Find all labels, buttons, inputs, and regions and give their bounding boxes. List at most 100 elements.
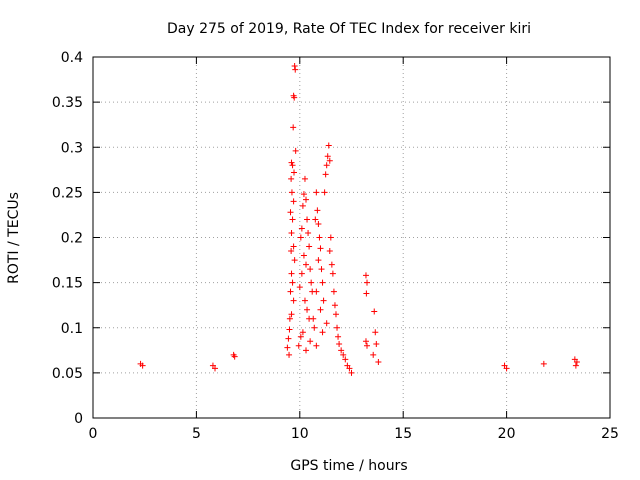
data-point (292, 66, 299, 73)
data-point (295, 342, 302, 349)
axes (92, 56, 611, 419)
y-tick-label: 0.35 (52, 95, 83, 111)
data-point (375, 359, 382, 366)
data-point (332, 311, 339, 318)
data-point (316, 234, 323, 241)
data-point (323, 320, 330, 327)
data-point (305, 229, 312, 236)
y-tick-label: 0.05 (52, 366, 83, 382)
data-point (285, 335, 292, 342)
data-point (304, 306, 311, 313)
data-point (540, 360, 547, 367)
data-point (307, 338, 314, 345)
data-point (288, 248, 295, 255)
data-point (290, 124, 297, 131)
x-tick-label: 10 (291, 426, 309, 442)
data-point (572, 362, 579, 369)
data-point (573, 359, 580, 366)
x-tick-label: 15 (394, 426, 412, 442)
y-tick-label: 0.25 (52, 185, 83, 201)
data-point (303, 196, 310, 203)
data-point (290, 198, 297, 205)
data-point (362, 338, 369, 345)
data-point (372, 329, 379, 336)
data-point (297, 234, 304, 241)
data-point (298, 270, 305, 277)
data-point (287, 288, 294, 295)
data-point (288, 311, 295, 318)
data-point (311, 324, 318, 331)
data-point (303, 261, 310, 268)
data-points (137, 63, 580, 376)
data-point (340, 351, 347, 358)
data-point (348, 369, 355, 376)
plot-frame (92, 56, 611, 419)
data-point (297, 333, 304, 340)
data-point (288, 270, 295, 277)
data-point (299, 329, 306, 336)
data-point (313, 288, 320, 295)
data-point (324, 153, 331, 160)
data-point (287, 209, 294, 216)
data-point (328, 261, 335, 268)
data-point (313, 189, 320, 196)
data-point (331, 302, 338, 309)
data-point (371, 308, 378, 315)
data-point (314, 207, 321, 214)
data-point (289, 279, 296, 286)
tick-labels: 0 5 10 15 20 25 0 0.05 0.1 0.15 0.2 0.25 0.3 0.35 0.4 (52, 50, 619, 442)
y-tick-label: 0.4 (61, 50, 83, 66)
data-point (292, 147, 299, 154)
data-point (291, 94, 298, 101)
data-point (290, 243, 297, 250)
grid (93, 57, 610, 418)
data-point (291, 169, 298, 176)
data-point (320, 297, 327, 304)
data-point (363, 290, 370, 297)
y-tick-label: 0 (74, 411, 83, 427)
data-point (288, 189, 295, 196)
data-point (296, 284, 303, 291)
x-tick-label: 5 (192, 426, 201, 442)
data-point (317, 306, 324, 313)
data-point (317, 245, 324, 252)
data-point (291, 257, 298, 264)
data-point (330, 288, 337, 295)
data-point (329, 270, 336, 277)
data-point (326, 157, 333, 164)
data-point (326, 248, 333, 255)
data-point (312, 216, 319, 223)
x-tick-label: 25 (601, 426, 619, 442)
data-point (319, 329, 326, 336)
data-point (338, 347, 345, 354)
data-point (364, 279, 371, 286)
data-point (304, 216, 311, 223)
data-point (315, 220, 322, 227)
data-point (301, 297, 308, 304)
data-point (325, 142, 332, 149)
data-point (298, 225, 305, 232)
data-point (327, 234, 334, 241)
data-point (284, 344, 291, 351)
data-point (334, 324, 341, 331)
data-point (364, 342, 371, 349)
data-point (288, 175, 295, 182)
data-point (301, 175, 308, 182)
data-point (362, 272, 369, 279)
data-point (289, 162, 296, 169)
data-point (303, 347, 310, 354)
data-point (322, 171, 329, 178)
data-point (313, 342, 320, 349)
data-point (310, 315, 317, 322)
data-point (286, 315, 293, 322)
data-point (291, 63, 298, 70)
chart-title: Day 275 of 2019, Rate Of TEC Index for r… (167, 21, 531, 37)
data-point (288, 229, 295, 236)
data-point (503, 365, 510, 372)
data-point (289, 216, 296, 223)
data-point (231, 353, 238, 360)
y-tick-label: 0.3 (61, 140, 83, 156)
data-point (288, 159, 295, 166)
data-point (336, 340, 343, 347)
